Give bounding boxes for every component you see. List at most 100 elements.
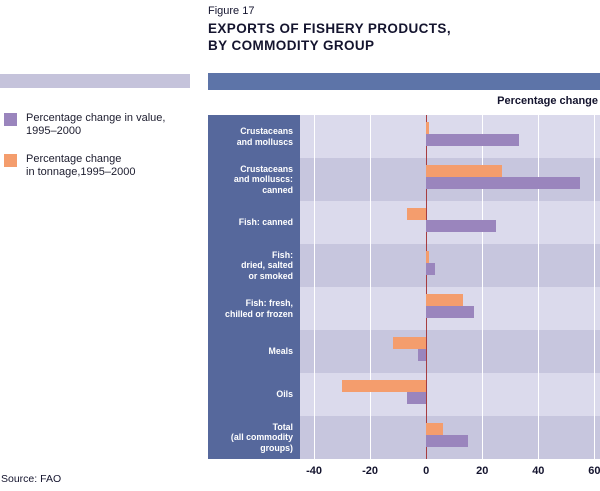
bar-tonnage <box>342 380 427 392</box>
gridline <box>594 115 596 158</box>
legend-label-tonnage-line2: in tonnage,1995–2000 <box>26 166 136 178</box>
gridline <box>538 115 540 158</box>
chart-row-1: Crustaceans and molluscs: canned <box>208 158 600 201</box>
row-plot <box>300 158 600 201</box>
gridline <box>314 201 316 244</box>
gridline <box>314 115 316 158</box>
bar-value <box>426 177 581 189</box>
legend-swatch-value <box>4 113 17 126</box>
gridline <box>594 416 596 459</box>
gridline <box>594 287 596 330</box>
bar-value <box>417 349 427 361</box>
gridline <box>314 158 316 201</box>
figure-title-line2: BY COMMODITY GROUP <box>208 38 375 53</box>
gridline <box>314 330 316 373</box>
gridline <box>370 115 372 158</box>
row-plot <box>300 244 600 287</box>
gridline <box>538 244 540 287</box>
legend-item-tonnage: Percentage change in tonnage,1995–2000 <box>4 153 165 179</box>
gridline <box>370 158 372 201</box>
category-label: Fish: dried, salted or smoked <box>208 244 300 287</box>
legend-item-value: Percentage change in value, 1995–2000 <box>4 112 165 138</box>
gridline <box>314 373 316 416</box>
figure-title: EXPORTS OF FISHERY PRODUCTS, BY COMMODIT… <box>208 20 451 54</box>
gridline <box>538 373 540 416</box>
gridline <box>370 416 372 459</box>
bar-tonnage <box>392 337 427 349</box>
gridline <box>594 201 596 244</box>
chart-row-6: Oils <box>208 373 600 416</box>
category-label: Fish: canned <box>208 201 300 244</box>
category-label: Meals <box>208 330 300 373</box>
row-plot <box>300 416 600 459</box>
x-tick-label: 60 <box>588 465 600 477</box>
gridline <box>370 287 372 330</box>
gridline <box>594 244 596 287</box>
gridline <box>538 201 540 244</box>
category-label: Oils <box>208 373 300 416</box>
bar-value <box>426 220 497 232</box>
gridline <box>370 373 372 416</box>
category-label: Fish: fresh, chilled or frozen <box>208 287 300 330</box>
gridline <box>314 287 316 330</box>
category-label: Crustaceans and molluscs <box>208 115 300 158</box>
category-label: Total (all commodity groups) <box>208 416 300 459</box>
gridline <box>370 330 372 373</box>
bar-tonnage <box>426 122 429 134</box>
gridline <box>538 416 540 459</box>
bar-chart: Crustaceans and molluscs Crustaceans and … <box>208 115 600 483</box>
gridline <box>482 330 484 373</box>
gridline <box>482 373 484 416</box>
category-label: Crustaceans and molluscs: canned <box>208 158 300 201</box>
chart-row-7: Total (all commodity groups) <box>208 416 600 459</box>
bar-value <box>406 392 427 404</box>
x-axis-spacer <box>208 459 300 483</box>
axis-title: Percentage change <box>497 95 598 107</box>
gridline <box>482 416 484 459</box>
bar-tonnage <box>426 251 429 263</box>
legend-label-value: Percentage change in value, 1995–2000 <box>26 112 165 138</box>
row-plot <box>300 201 600 244</box>
gridline <box>538 330 540 373</box>
legend-label-tonnage-line1: Percentage change <box>26 153 122 165</box>
row-plot <box>300 287 600 330</box>
chart-rows: Crustaceans and molluscs Crustaceans and … <box>208 115 600 459</box>
gridline <box>314 416 316 459</box>
x-tick-label: 20 <box>476 465 489 477</box>
x-axis: -40 -20 0 20 40 60 <box>208 459 600 483</box>
zero-line <box>426 373 428 416</box>
bar-value <box>426 263 435 275</box>
x-tick-label: -40 <box>306 465 322 477</box>
figure-label: Figure 17 <box>208 5 255 17</box>
gridline <box>594 158 596 201</box>
bar-tonnage <box>426 294 463 306</box>
legend-label-tonnage: Percentage change in tonnage,1995–2000 <box>26 153 136 179</box>
x-tick-label: -20 <box>362 465 379 477</box>
bar-tonnage <box>406 208 427 220</box>
gridline <box>594 373 596 416</box>
decorative-band-right <box>208 73 600 90</box>
chart-row-0: Crustaceans and molluscs <box>208 115 600 158</box>
chart-row-4: Fish: fresh, chilled or frozen <box>208 287 600 330</box>
gridline <box>594 330 596 373</box>
x-tick-label: 40 <box>532 465 545 477</box>
chart-row-5: Meals <box>208 330 600 373</box>
bar-value <box>426 306 474 318</box>
zero-line <box>426 330 428 373</box>
bar-value <box>426 435 469 447</box>
legend-label-value-line1: Percentage change in value, <box>26 112 166 124</box>
figure-title-line1: EXPORTS OF FISHERY PRODUCTS, <box>208 21 451 36</box>
bar-value <box>426 134 519 146</box>
decorative-band-left <box>0 74 190 88</box>
source-note: Source: FAO <box>1 473 62 485</box>
x-axis-ticks: -40 -20 0 20 40 60 <box>300 459 600 483</box>
chart-row-3: Fish: dried, salted or smoked <box>208 244 600 287</box>
gridline <box>538 287 540 330</box>
bar-tonnage <box>426 423 443 435</box>
row-plot <box>300 373 600 416</box>
row-plot <box>300 330 600 373</box>
row-plot <box>300 115 600 158</box>
gridline <box>370 244 372 287</box>
gridline <box>314 244 316 287</box>
gridline <box>370 201 372 244</box>
